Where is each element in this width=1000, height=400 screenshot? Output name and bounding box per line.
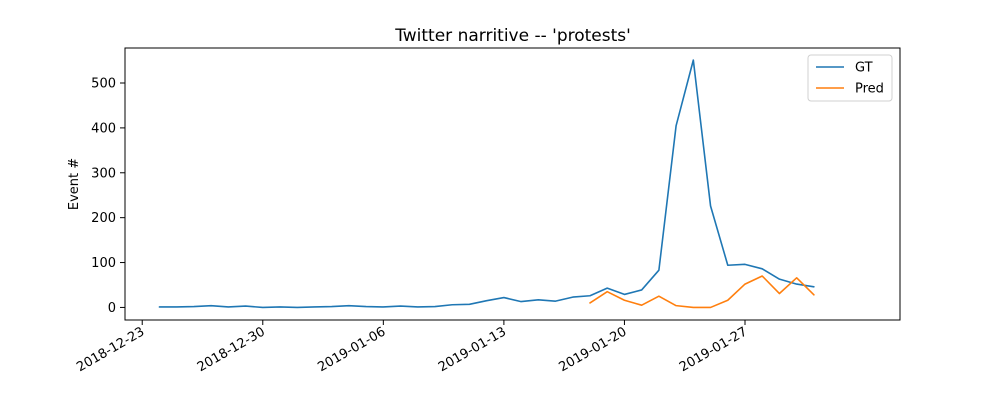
y-axis-label: Event # <box>67 158 82 210</box>
x-tick-label: 2019-01-06 <box>315 324 388 375</box>
y-tick-label: 200 <box>91 211 116 226</box>
series-line-pred <box>589 275 815 309</box>
y-tick-label: 400 <box>91 121 116 136</box>
y-tick-label: 0 <box>108 301 116 316</box>
y-axis: 0 100 200 300 400 500 <box>91 77 125 316</box>
y-tick-label: 500 <box>91 77 116 92</box>
plot-area <box>124 47 901 321</box>
x-tick-label: 2018-12-23 <box>74 324 147 375</box>
y-tick-label: 100 <box>91 256 116 271</box>
x-tick-label: 2018-12-30 <box>195 324 268 375</box>
legend-label-pred: Pred <box>855 82 884 97</box>
y-tick-label: 300 <box>91 166 116 181</box>
x-tick-label: 2019-01-20 <box>557 324 630 375</box>
plot-frame <box>124 47 901 321</box>
chart-title: Twitter narritive -- 'protests' <box>394 26 631 46</box>
x-tick-label: 2019-01-27 <box>677 324 750 375</box>
x-axis: 2018-12-23 2018-12-30 2019-01-06 2019-01-13… <box>74 320 750 375</box>
series-layer <box>158 59 815 309</box>
series-line-gt <box>158 59 815 309</box>
legend-label-gt: GT <box>855 61 873 76</box>
legend: GT Pred <box>807 54 893 102</box>
x-tick-label: 2019-01-13 <box>436 324 509 375</box>
